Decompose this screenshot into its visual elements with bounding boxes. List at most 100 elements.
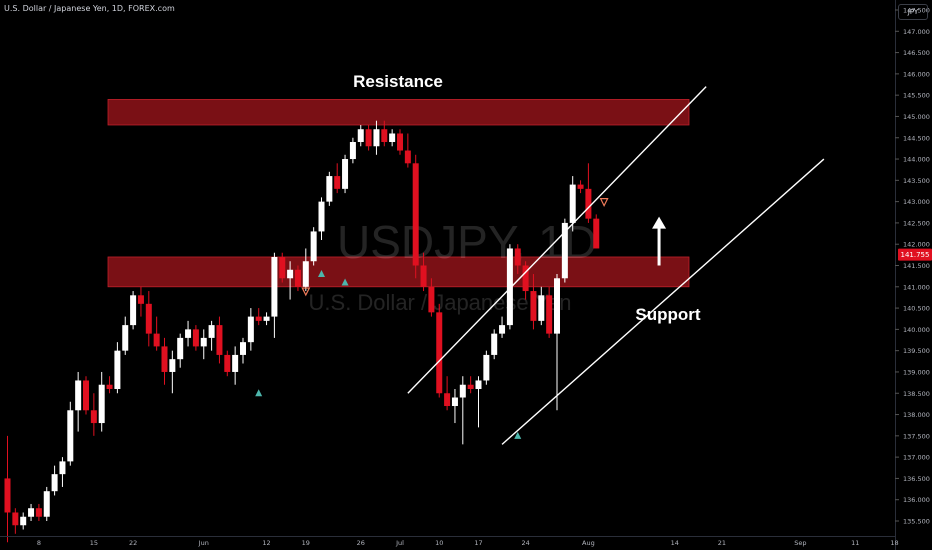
- candle: [349, 137, 356, 164]
- candle: [530, 274, 537, 330]
- candle-body-bearish: [90, 410, 97, 424]
- candle: [326, 171, 333, 206]
- candle: [412, 154, 419, 279]
- currency-badge[interactable]: JPY: [898, 4, 928, 20]
- time-tick-label: 14: [671, 539, 679, 547]
- candle: [294, 265, 301, 292]
- candle: [287, 261, 294, 300]
- candle-body-bearish: [420, 265, 427, 287]
- candle-body-bearish: [334, 176, 341, 189]
- candle-body-bullish: [349, 142, 356, 160]
- candle-body-bullish: [318, 201, 325, 232]
- candle-body-bullish: [169, 359, 176, 372]
- support-zone: [107, 256, 690, 288]
- candle-body-bullish: [20, 516, 27, 526]
- candle-body-bullish: [506, 248, 513, 326]
- signal-up-icon: [318, 270, 325, 278]
- time-tick-label: 19: [302, 539, 310, 547]
- candle-body-bullish: [373, 129, 380, 147]
- resistance-label: Resistance: [353, 72, 443, 91]
- candle-body-bearish: [192, 329, 199, 347]
- candle-body-bullish: [342, 159, 349, 189]
- price-tick-label: 135.500: [903, 518, 930, 526]
- candle-body-bearish: [436, 312, 443, 394]
- candle: [561, 218, 568, 283]
- channel-lower-line[interactable]: [501, 158, 825, 445]
- candle-body-bearish: [161, 346, 168, 372]
- candle: [357, 124, 364, 147]
- candle: [420, 252, 427, 292]
- candle: [90, 393, 97, 436]
- candle: [247, 308, 254, 351]
- signal-up-icon: [514, 431, 522, 439]
- time-tick-label: 15: [90, 539, 98, 547]
- candle: [51, 465, 58, 496]
- time-tick-label: Aug: [582, 539, 595, 547]
- time-tick-label: Jun: [198, 539, 209, 547]
- candle: [153, 316, 160, 351]
- candle: [585, 163, 592, 223]
- candle: [302, 248, 309, 292]
- candle-body-bullish: [28, 508, 35, 517]
- time-tick-label: 22: [129, 539, 137, 547]
- candle-body-bearish: [255, 316, 262, 321]
- last-price-tag: 141.755: [898, 248, 932, 261]
- candle: [59, 457, 66, 487]
- candle-body-bearish: [106, 384, 113, 389]
- time-tick-label: 17: [474, 539, 482, 547]
- signal-up-icon: [341, 278, 349, 286]
- candle: [334, 163, 341, 194]
- price-tick-label: 137.000: [903, 454, 930, 462]
- candle: [342, 154, 349, 194]
- price-tick-label: 136.000: [903, 496, 930, 504]
- candle: [28, 503, 35, 521]
- time-tick-label: Jul: [395, 539, 404, 547]
- candle: [428, 278, 435, 317]
- candle-body-bullish: [271, 256, 278, 317]
- candle-body-bullish: [43, 491, 50, 517]
- candle: [389, 129, 396, 147]
- candle: [271, 252, 278, 338]
- candle-body-bearish: [585, 188, 592, 219]
- candle: [310, 227, 317, 266]
- candle: [185, 320, 192, 347]
- support-label: Support: [635, 305, 700, 324]
- price-tick-label: 142.000: [903, 241, 930, 249]
- candle-body-bearish: [365, 129, 372, 147]
- channel-upper-line[interactable]: [407, 86, 707, 394]
- candle-body-bullish: [263, 316, 270, 321]
- candle-body-bearish: [12, 512, 19, 526]
- candle-body-bullish: [130, 295, 137, 326]
- candle: [216, 316, 223, 364]
- price-tick-label: 136.500: [903, 475, 930, 483]
- candle: [365, 124, 372, 151]
- price-tick-label: 145.500: [903, 92, 930, 100]
- candle: [263, 312, 270, 326]
- price-tick-label: 140.500: [903, 305, 930, 313]
- candle: [192, 325, 199, 351]
- candle: [208, 320, 215, 351]
- candle: [318, 197, 325, 240]
- candle-body-bullish: [483, 354, 490, 381]
- candle-body-bearish: [216, 325, 223, 355]
- time-axis[interactable]: 8 15 22 Jun 12 19 26 Jul 10 17 24 Aug 14 21 Sep 11 18: [0, 536, 899, 548]
- candle-body-bearish: [467, 384, 474, 389]
- price-tick-label: 142.500: [903, 219, 930, 227]
- time-tick-label: 18: [890, 539, 898, 547]
- price-tick-label: 145.000: [903, 113, 930, 121]
- candle-body-bullish: [326, 176, 333, 202]
- watermark-symbol: USDJPY, 1D: [337, 216, 597, 268]
- candle: [459, 376, 466, 445]
- time-tick-label: 12: [262, 539, 270, 547]
- price-tick-label: 140.000: [903, 326, 930, 334]
- candle-body-bearish: [577, 184, 584, 189]
- candle-body-bearish: [522, 265, 529, 292]
- price-axis[interactable]: 135.500 136.000 136.500 137.000 137.500 138.0…: [895, 0, 930, 550]
- candle: [35, 503, 42, 521]
- candle: [232, 346, 239, 385]
- chart-title: U.S. Dollar / Japanese Yen, 1D, FOREX.co…: [4, 4, 175, 13]
- price-tick-label: 144.000: [903, 156, 930, 164]
- candle: [522, 261, 529, 300]
